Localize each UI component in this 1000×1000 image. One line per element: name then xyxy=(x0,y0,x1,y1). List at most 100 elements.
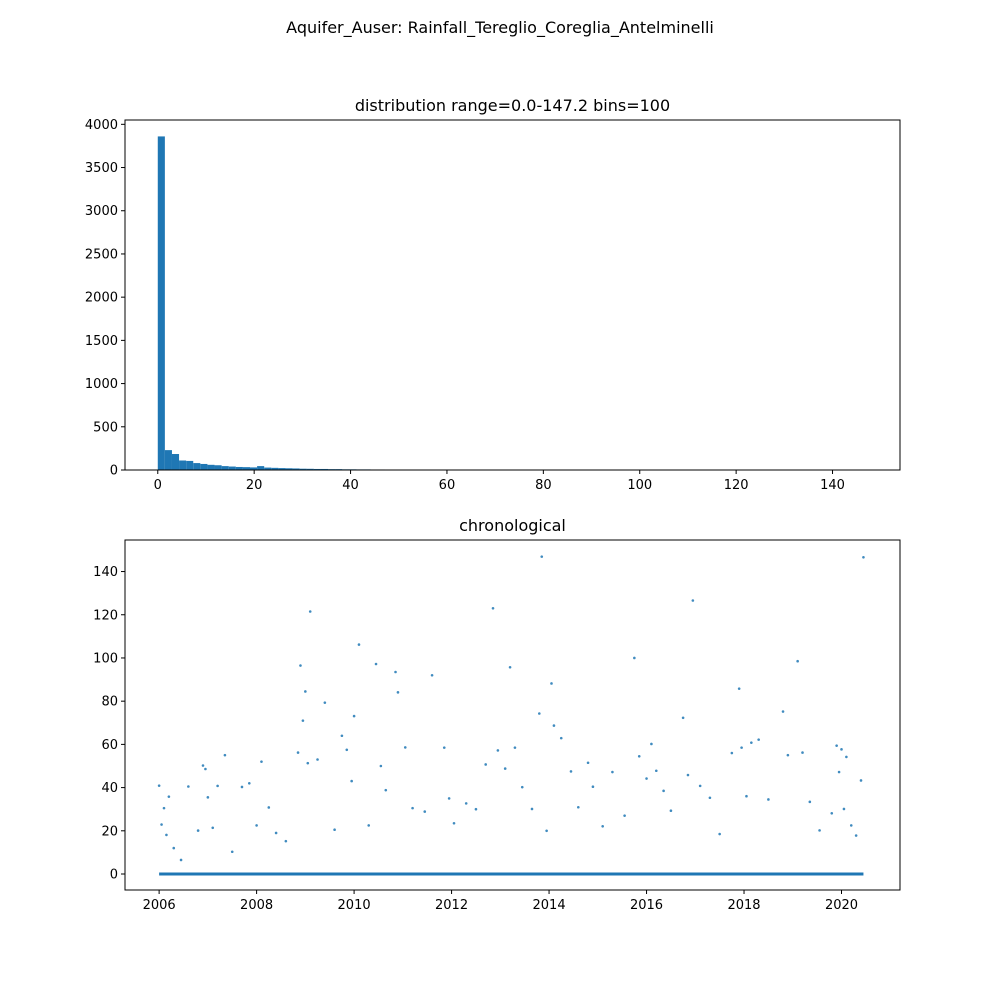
scatter-point xyxy=(423,810,427,813)
scatter-point xyxy=(654,769,658,773)
scatter-point xyxy=(379,764,383,768)
scatter-point xyxy=(530,807,534,811)
scatter-point xyxy=(645,777,648,780)
chronological-xtick-label: 2010 xyxy=(338,898,371,913)
scatter-point xyxy=(172,846,176,850)
scatter-point xyxy=(650,742,653,746)
scatter-point xyxy=(691,599,695,602)
scatter-point xyxy=(350,779,353,783)
chronological-ytick-label: 100 xyxy=(93,651,118,666)
scatter-point xyxy=(179,858,183,862)
histogram-ytick-label: 1500 xyxy=(85,334,118,349)
histogram-bar xyxy=(164,450,172,470)
scatter-point xyxy=(403,746,407,749)
scatter-point xyxy=(357,643,361,646)
scatter-point xyxy=(206,796,210,799)
scatter-point xyxy=(496,749,500,752)
histogram-bar xyxy=(235,466,243,470)
figure-suptitle: Aquifer_Auser: Rainfall_Tereglio_Coregli… xyxy=(286,18,714,38)
histogram-bar xyxy=(264,467,272,470)
scatter-point xyxy=(394,670,397,674)
histogram-xtick-label: 40 xyxy=(342,478,359,493)
histogram-xtick-label: 80 xyxy=(535,478,552,493)
histogram-bar xyxy=(292,468,300,470)
scatter-point xyxy=(491,606,495,610)
scatter-point xyxy=(284,839,288,843)
scatter-point xyxy=(204,767,207,771)
scatter-point xyxy=(340,734,344,738)
histogram-bar xyxy=(313,468,321,470)
scatter-point xyxy=(840,748,843,751)
scatter-point xyxy=(740,746,743,749)
scatter-point xyxy=(167,795,171,798)
scatter-point xyxy=(474,807,478,811)
scatter-point xyxy=(160,823,163,826)
scatter-point xyxy=(411,806,414,810)
histogram-bar xyxy=(257,466,265,470)
scatter-point xyxy=(730,751,734,755)
histogram-ytick-label: 1000 xyxy=(85,377,118,392)
scatter-point xyxy=(201,764,205,767)
histogram-bar xyxy=(306,468,314,470)
scatter-point xyxy=(662,789,665,793)
scatter-point xyxy=(165,833,168,837)
histogram-bar xyxy=(179,460,187,470)
scatter-point xyxy=(669,809,673,813)
chronological-ytick-label: 40 xyxy=(101,781,118,796)
histogram-xtick-label: 60 xyxy=(439,478,456,493)
scatter-point xyxy=(384,788,388,792)
scatter-point xyxy=(274,831,278,835)
scatter-point xyxy=(835,744,838,747)
scatter-point xyxy=(538,712,541,715)
scatter-point xyxy=(464,802,468,805)
histogram-bar xyxy=(221,466,229,470)
scatter-point xyxy=(550,682,553,685)
scatter-point xyxy=(196,829,200,832)
scatter-point xyxy=(737,687,741,690)
chronological-ytick-label: 120 xyxy=(93,608,118,623)
scatter-point xyxy=(299,664,302,667)
scatter-point xyxy=(818,829,821,832)
chronological-ytick-label: 60 xyxy=(101,738,118,753)
histogram-ytick-label: 3000 xyxy=(85,204,118,219)
histogram-ytick-label: 3500 xyxy=(85,161,118,176)
histogram-ytick-label: 500 xyxy=(93,420,118,435)
scatter-point xyxy=(323,701,327,704)
chronological-ytick-label: 80 xyxy=(101,695,118,710)
scatter-point xyxy=(545,829,548,833)
scatter-point xyxy=(520,785,524,789)
scatter-point xyxy=(862,555,865,559)
histogram-ytick-label: 4000 xyxy=(85,118,118,133)
scatter-point xyxy=(301,719,305,722)
scatter-point xyxy=(308,610,312,613)
scatter-point xyxy=(447,797,451,800)
chronological-xtick-label: 2012 xyxy=(435,898,468,913)
histogram-ytick-label: 0 xyxy=(110,464,118,479)
scatter-point xyxy=(374,662,378,666)
scatter-point xyxy=(296,751,300,754)
histogram-ytick-label: 2000 xyxy=(85,291,118,306)
scatter-point xyxy=(801,751,804,754)
scatter-point xyxy=(837,770,841,774)
histogram-frame xyxy=(124,119,901,471)
histogram-bar xyxy=(242,467,251,470)
chronological-xtick-label: 2020 xyxy=(825,898,858,913)
scatter-point xyxy=(484,763,487,766)
scatter-point xyxy=(367,824,371,827)
chronological-ytick-label: 140 xyxy=(93,565,118,580)
scatter-point xyxy=(611,770,614,774)
scatter-point xyxy=(396,691,400,694)
histogram-bar xyxy=(157,136,165,471)
scatter-point xyxy=(260,760,263,763)
scatter-point xyxy=(830,812,834,815)
scatter-point xyxy=(216,784,219,788)
scatter-point xyxy=(569,770,573,773)
scatter-point xyxy=(157,784,161,787)
scatter-point xyxy=(316,758,319,761)
histogram-xtick-label: 100 xyxy=(627,478,652,493)
histogram-xtick-label: 140 xyxy=(820,478,845,493)
chronological-title: chronological xyxy=(459,516,566,535)
histogram-xtick-label: 120 xyxy=(724,478,749,493)
scatter-point xyxy=(591,785,595,789)
